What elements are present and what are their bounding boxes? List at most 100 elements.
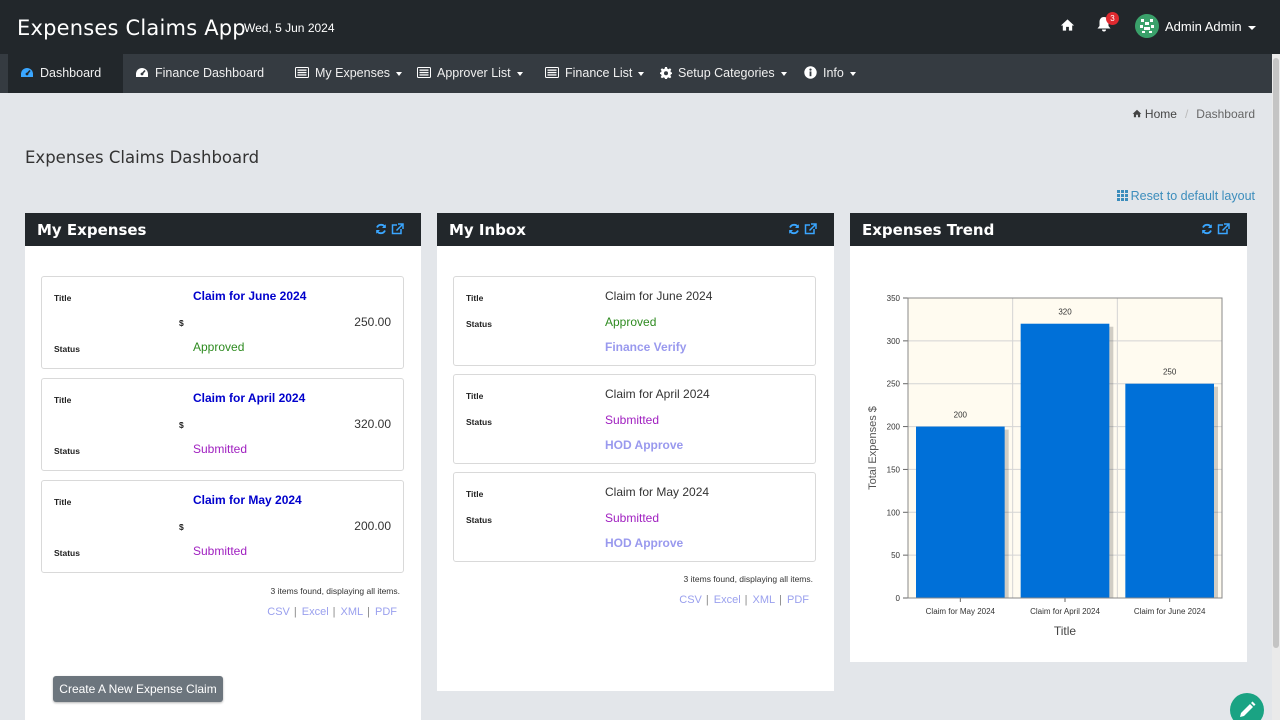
refresh-icon[interactable] xyxy=(1201,223,1213,235)
export-excel-link[interactable]: Excel xyxy=(713,594,741,606)
notification-badge: 3 xyxy=(1106,12,1119,25)
edit-layout-button[interactable] xyxy=(1230,693,1264,720)
y-tick-label: 250 xyxy=(887,380,901,389)
export-pdf-link[interactable]: PDF xyxy=(787,594,809,606)
export-csv-link[interactable]: CSV xyxy=(267,606,290,618)
panel-title: My Expenses xyxy=(37,221,147,239)
inbox-action-link[interactable]: HOD Approve xyxy=(605,438,684,452)
panel-header: My Inbox xyxy=(437,213,834,246)
dashboard-icon xyxy=(136,67,148,77)
status-label: Status xyxy=(54,548,80,558)
grid-icon xyxy=(1116,190,1128,202)
external-link-icon[interactable] xyxy=(1217,223,1230,235)
expense-card[interactable]: Title Claim for June 2024 $ 250.00 Statu… xyxy=(41,276,404,369)
separator: | xyxy=(293,606,297,618)
inbox-action-link[interactable]: Finance Verify xyxy=(605,340,687,354)
avatar[interactable] xyxy=(1135,14,1159,38)
separator: | xyxy=(779,594,782,606)
nav-label: Approver List xyxy=(437,66,511,80)
top-bar: Expenses Claims App Wed, 5 Jun 2024 3 Ad… xyxy=(0,0,1280,54)
inbox-action-link[interactable]: HOD Approve xyxy=(605,536,684,550)
expense-status: Submitted xyxy=(193,544,248,558)
bar xyxy=(1020,323,1110,598)
export-links: CSV | Excel | XML | PDF xyxy=(679,594,809,606)
expense-title-link[interactable]: Claim for June 2024 xyxy=(193,289,307,303)
nav-label: Dashboard xyxy=(40,66,102,80)
reset-layout-label: Reset to default layout xyxy=(1130,189,1255,203)
panel-actions xyxy=(1197,223,1230,241)
nav-label: Setup Categories xyxy=(678,66,775,80)
dashboard-icon xyxy=(21,67,33,77)
export-excel-link[interactable]: Excel xyxy=(301,606,329,618)
y-tick-label: 200 xyxy=(887,423,901,432)
breadcrumb-current: Dashboard xyxy=(1196,107,1255,121)
title-label: Title xyxy=(466,489,484,499)
page-scrollbar[interactable] xyxy=(1272,54,1280,720)
title-label: Title xyxy=(466,293,484,303)
expense-card[interactable]: Title Claim for May 2024 $ 200.00 Status… xyxy=(41,480,404,573)
inbox-card[interactable]: Title Claim for April 2024 Status Submit… xyxy=(453,374,816,464)
expenses-trend-panel: Expenses Trend 0 50 100 150 200 250 300 350 200 C… xyxy=(850,213,1247,662)
nav-item-info[interactable]: Info xyxy=(804,54,856,93)
status-label: Status xyxy=(466,515,492,525)
nav-item-finance-dashboard[interactable]: Finance Dashboard xyxy=(135,54,264,93)
external-link-icon[interactable] xyxy=(804,223,817,235)
my-inbox-panel: My Inbox Title Claim for June 2024 Statu… xyxy=(437,213,834,691)
inbox-status: Submitted xyxy=(605,413,660,427)
export-pdf-link[interactable]: PDF xyxy=(375,606,397,618)
chevron-down-icon xyxy=(780,71,787,76)
breadcrumb-home-label: Home xyxy=(1144,107,1177,121)
reset-layout-link[interactable]: Reset to default layout xyxy=(1116,189,1255,203)
notifications-button[interactable]: 3 xyxy=(1096,12,1120,38)
export-csv-link[interactable]: CSV xyxy=(679,594,702,606)
x-axis-label: Title xyxy=(1054,624,1077,638)
currency-label: $ xyxy=(179,318,184,328)
user-menu[interactable]: Admin Admin xyxy=(1165,19,1256,34)
x-tick-label: Claim for April 2024 xyxy=(1030,607,1100,616)
nav-item-my-expenses[interactable]: My Expenses xyxy=(295,54,403,93)
breadcrumb-home[interactable]: Home xyxy=(1132,107,1177,121)
panel-title: My Inbox xyxy=(449,221,526,239)
x-tick-label: Claim for May 2024 xyxy=(926,607,996,616)
nav-item-setup-categories[interactable]: Setup Categories xyxy=(660,54,787,93)
expense-card[interactable]: Title Claim for April 2024 $ 320.00 Stat… xyxy=(41,378,404,471)
info-icon xyxy=(804,66,817,79)
scrollbar-thumb[interactable] xyxy=(1273,58,1279,648)
inbox-card[interactable]: Title Claim for May 2024 Status Submitte… xyxy=(453,472,816,562)
nav-item-approver-list[interactable]: Approver List xyxy=(417,54,523,93)
nav-item-finance-list[interactable]: Finance List xyxy=(545,54,645,93)
status-label: Status xyxy=(54,344,80,354)
data-label: 250 xyxy=(1163,368,1177,377)
panel-actions xyxy=(784,223,817,241)
list-icon xyxy=(295,67,309,79)
y-tick-label: 0 xyxy=(896,594,901,603)
expense-amount: 250.00 xyxy=(354,315,391,329)
create-expense-claim-button[interactable]: Create A New Expense Claim xyxy=(53,676,223,702)
user-name: Admin Admin xyxy=(1165,19,1242,34)
refresh-icon[interactable] xyxy=(788,223,800,235)
external-link-icon[interactable] xyxy=(391,223,404,235)
items-found-text: 3 items found, displaying all items. xyxy=(683,574,813,584)
chevron-down-icon xyxy=(396,71,403,76)
breadcrumb-separator: / xyxy=(1184,107,1189,121)
refresh-icon[interactable] xyxy=(375,223,387,235)
inbox-card[interactable]: Title Claim for June 2024 Status Approve… xyxy=(453,276,816,366)
export-xml-link[interactable]: XML xyxy=(340,606,364,618)
separator: | xyxy=(744,594,748,606)
expense-title-link[interactable]: Claim for May 2024 xyxy=(193,493,302,507)
expense-title-link[interactable]: Claim for April 2024 xyxy=(193,391,306,405)
inbox-title: Claim for April 2024 xyxy=(605,387,710,401)
separator: | xyxy=(367,606,370,618)
gear-icon xyxy=(660,66,672,79)
home-icon[interactable] xyxy=(1060,18,1075,37)
main-nav: Dashboard Finance Dashboard My Expenses … xyxy=(0,54,1272,93)
currency-label: $ xyxy=(179,522,184,532)
y-tick-label: 350 xyxy=(887,294,901,303)
y-tick-label: 100 xyxy=(887,508,901,517)
title-label: Title xyxy=(54,293,72,303)
nav-label: Finance List xyxy=(565,66,633,80)
nav-item-dashboard[interactable]: Dashboard xyxy=(8,54,123,93)
export-xml-link[interactable]: XML xyxy=(752,594,776,606)
app-title[interactable]: Expenses Claims App xyxy=(17,16,246,40)
nav-label: My Expenses xyxy=(315,66,391,80)
